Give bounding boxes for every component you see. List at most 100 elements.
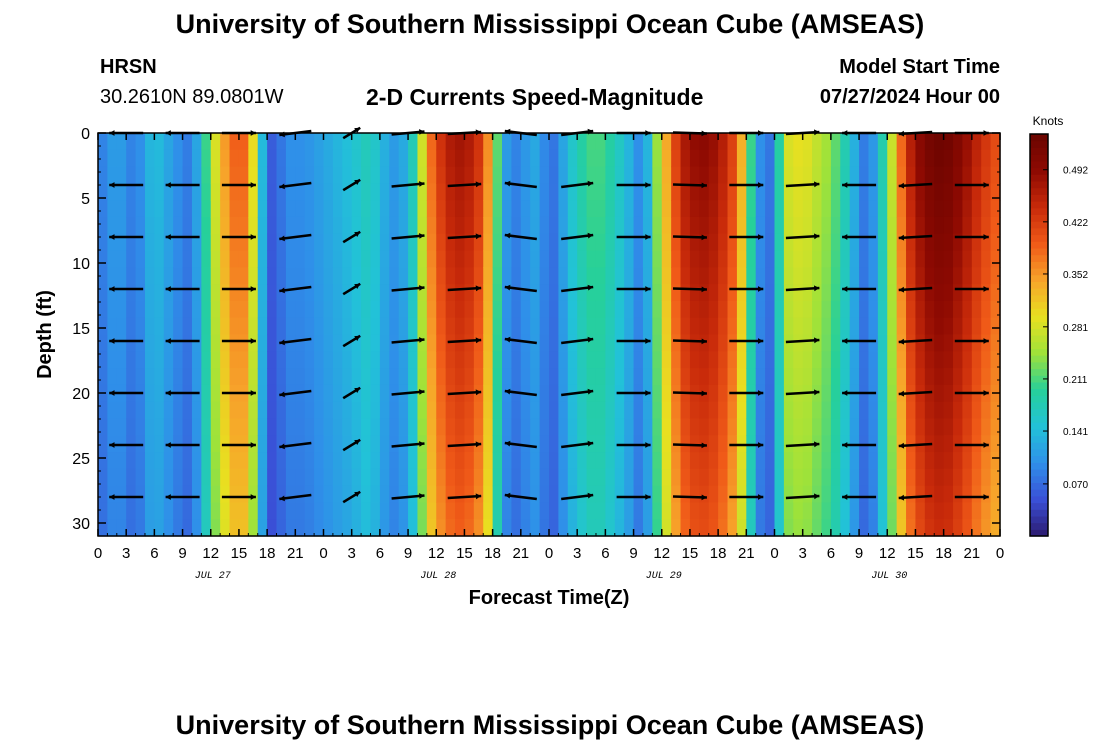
heatmap-cell: [652, 418, 663, 436]
heatmap-cell: [605, 418, 616, 436]
heatmap-cell: [267, 401, 278, 420]
heatmap-cell: [595, 435, 606, 453]
heatmap-cell: [934, 334, 945, 352]
heatmap-cell: [558, 468, 569, 487]
current-vector: [785, 182, 820, 188]
heatmap-cell: [821, 149, 832, 168]
heatmap-cell: [361, 250, 372, 268]
heatmap-cell: [990, 300, 1001, 319]
heatmap-cell: [887, 216, 898, 235]
colorbar-segment: [1030, 415, 1048, 423]
current-vector-head: [645, 442, 651, 448]
heatmap-cell: [689, 519, 700, 537]
heatmap-cell: [417, 233, 428, 252]
heatmap-cell: [389, 351, 400, 369]
heatmap-cell: [163, 485, 174, 504]
heatmap-cell: [774, 149, 785, 168]
heatmap-cell: [896, 300, 907, 319]
heatmap-cell: [840, 351, 851, 369]
x-tick-label: 9: [178, 545, 186, 562]
heatmap-cell: [135, 368, 146, 386]
heatmap-cell: [586, 300, 597, 319]
heatmap-cell: [718, 452, 729, 470]
heatmap-cell: [774, 267, 785, 285]
heatmap-cell: [304, 317, 315, 336]
heatmap-cell: [323, 233, 334, 252]
heatmap-cell: [708, 133, 719, 151]
heatmap-cell: [398, 485, 409, 504]
heatmap-cell: [163, 468, 174, 487]
heatmap-cell: [389, 368, 400, 386]
heatmap-cell: [182, 250, 193, 268]
heatmap-cell: [304, 183, 315, 201]
heatmap-cell: [295, 334, 306, 352]
heatmap-cell: [520, 351, 531, 369]
heatmap-cell: [398, 149, 409, 168]
heatmap-cell: [455, 317, 466, 336]
heatmap-cell: [981, 334, 992, 352]
heatmap-cell: [520, 468, 531, 487]
heatmap-cell: [821, 401, 832, 420]
current-vector-head: [109, 390, 115, 396]
heatmap-cell: [887, 284, 898, 302]
heatmap-cell: [426, 452, 437, 470]
heatmap-cell: [812, 250, 823, 268]
current-vector: [898, 286, 933, 292]
heatmap-cell: [370, 317, 381, 336]
heatmap-cell: [455, 183, 466, 201]
current-vector: [672, 443, 707, 447]
heatmap-cell: [201, 267, 212, 285]
heatmap-cell: [915, 485, 926, 504]
heatmap-cell: [201, 183, 212, 201]
heatmap-cell: [276, 435, 287, 453]
heatmap-cell: [671, 233, 682, 252]
heatmap-cell: [398, 418, 409, 436]
heatmap-cell: [558, 166, 569, 184]
heatmap-cell: [736, 334, 747, 352]
heatmap-cell: [389, 233, 400, 252]
heatmap-cell: [520, 183, 531, 201]
heatmap-cell: [849, 149, 860, 168]
colorbar-segment: [1030, 428, 1048, 437]
current-vector: [785, 390, 820, 396]
heatmap-cell: [304, 468, 315, 487]
colorbar-tick-label: 0.070: [1063, 480, 1088, 491]
y-tick-label: 0: [81, 126, 90, 143]
heatmap-cell: [736, 485, 747, 504]
heatmap-cell: [163, 519, 174, 537]
x-axis-label: Forecast Time(Z): [469, 587, 630, 609]
heatmap-cell: [868, 200, 879, 218]
heatmap-cell: [304, 200, 315, 218]
heatmap-cell: [370, 401, 381, 420]
heatmap-cell: [906, 133, 917, 151]
heatmap-cell: [934, 468, 945, 487]
heatmap-cell: [680, 418, 691, 436]
heatmap-cell: [981, 452, 992, 470]
heatmap-cell: [793, 200, 804, 218]
heatmap-cell: [689, 149, 700, 168]
heatmap-cell: [981, 401, 992, 420]
heatmap-cell: [267, 183, 278, 201]
colorbar-segment: [1030, 448, 1048, 457]
heatmap-cell: [577, 149, 588, 168]
heatmap-cell: [530, 351, 541, 369]
heatmap-cell: [802, 317, 813, 336]
heatmap-cell: [229, 485, 240, 504]
heatmap-cell: [887, 233, 898, 252]
heatmap-cell: [502, 250, 513, 268]
colorbar-tick-label: 0.492: [1063, 166, 1088, 177]
heatmap-cell: [445, 317, 456, 336]
heatmap-cell: [793, 317, 804, 336]
heatmap-cell: [398, 317, 409, 336]
heatmap-cell: [727, 519, 738, 537]
heatmap-cell: [558, 519, 569, 537]
heatmap-cell: [154, 401, 165, 420]
heatmap-cell: [229, 401, 240, 420]
heatmap-cell: [332, 166, 343, 184]
heatmap-cell: [370, 351, 381, 369]
heatmap-cell: [173, 418, 184, 436]
current-vector: [447, 338, 482, 344]
heatmap-cell: [323, 284, 334, 302]
heatmap-cell: [718, 216, 729, 235]
heatmap-cell: [689, 300, 700, 319]
